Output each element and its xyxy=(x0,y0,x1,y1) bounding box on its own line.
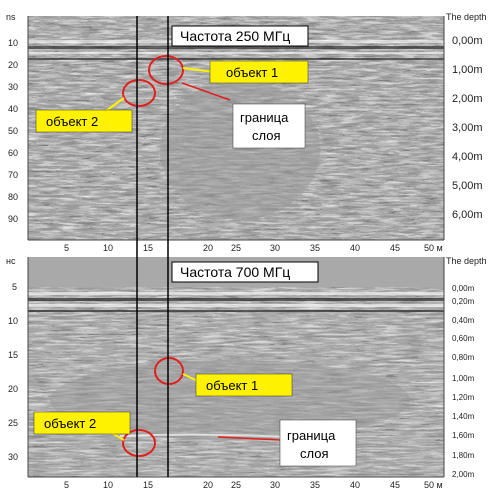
bottom-x-tick: 35 xyxy=(310,480,320,490)
top-object2-marker xyxy=(122,79,156,107)
bottom-frequency-label: Частота 700 МГц xyxy=(180,264,290,280)
bottom-layer-label-line1: граница xyxy=(287,428,336,443)
bottom-depth-tick: 0,60m xyxy=(452,334,475,343)
bottom-depth-tick: 1,80m xyxy=(452,451,475,460)
top-time-tick: 90 xyxy=(8,214,18,224)
top-depth-tick: 1,00m xyxy=(452,64,483,76)
top-depth-tick: 6,00m xyxy=(452,209,483,221)
bottom-object1-label: объект 1 xyxy=(206,378,258,393)
bottom-depth-tick: 2,00m xyxy=(452,470,475,479)
top-layer-label-box xyxy=(232,103,306,149)
top-object2-label: объект 2 xyxy=(46,114,98,129)
top-object1-label: объект 1 xyxy=(226,65,278,80)
bottom-object2-label: объект 2 xyxy=(44,416,96,431)
bottom-depth-tick: 1,00m xyxy=(452,374,475,383)
bottom-time-tick: 5 xyxy=(12,282,17,292)
top-time-tick: 60 xyxy=(8,148,18,158)
top-x-tick: 45 xyxy=(390,243,400,253)
top-time-tick: 30 xyxy=(8,82,18,92)
bottom-depth-tick: 0,40m xyxy=(452,316,475,325)
bottom-layer-label-box xyxy=(279,419,357,467)
top-x-tick: 5 xyxy=(64,243,69,253)
bottom-object2-marker xyxy=(122,429,156,457)
bottom-frequency-box xyxy=(171,261,319,283)
top-depth-tick: 2,00m xyxy=(452,93,483,105)
bottom-x-tick: 10 xyxy=(103,480,113,490)
top-radargram-panel: ns 10 20 30 40 50 60 70 80 90 The depth … xyxy=(6,12,487,253)
top-object2-label-box xyxy=(35,109,133,133)
bottom-x-tick: 15 xyxy=(143,480,153,490)
bottom-time-tick: 15 xyxy=(8,350,18,360)
top-depth-tick: 0,00m xyxy=(452,35,483,47)
top-layer-label-line1: граница xyxy=(240,110,289,125)
bottom-object2-label-box xyxy=(33,411,131,435)
top-object1-marker xyxy=(148,55,184,85)
top-x-tick: 25 xyxy=(231,243,241,253)
top-time-tick: 10 xyxy=(8,38,18,48)
bottom-time-tick: 20 xyxy=(8,384,18,394)
top-x-tick: 40 xyxy=(350,243,360,253)
bottom-x-end: 50 м xyxy=(424,480,443,490)
top-x-end: 50 м xyxy=(424,243,443,253)
bottom-depth-tick: 0,00m xyxy=(452,284,475,293)
bottom-x-tick: 40 xyxy=(350,480,360,490)
top-depth-header: The depth xyxy=(446,12,487,22)
top-depth-tick: 4,00m xyxy=(452,151,483,163)
bottom-depth-header: The depth xyxy=(446,256,487,266)
bottom-depth-tick: 1,20m xyxy=(452,393,475,402)
top-time-tick: 20 xyxy=(8,60,18,70)
bottom-depth-tick: 1,40m xyxy=(452,412,475,421)
bottom-x-tick: 20 xyxy=(203,480,213,490)
bottom-depth-tick: 0,20m xyxy=(452,297,475,306)
top-frequency-label: Частота 250 МГц xyxy=(180,28,290,44)
bottom-time-tick: 30 xyxy=(8,452,18,462)
bottom-depth-tick: 0,80m xyxy=(452,353,475,362)
top-x-tick: 15 xyxy=(143,243,153,253)
bottom-x-tick: 45 xyxy=(390,480,400,490)
bottom-x-tick: 30 xyxy=(270,480,280,490)
top-depth-tick: 5,00m xyxy=(452,180,483,192)
top-time-tick: 40 xyxy=(8,104,18,114)
bottom-x-tick: 25 xyxy=(231,480,241,490)
bottom-depth-tick: 1,60m xyxy=(452,431,475,440)
bottom-layer-label-line2: слоя xyxy=(300,446,329,461)
bottom-object1-label-box xyxy=(195,373,293,397)
top-object1-label-box xyxy=(209,60,309,84)
top-depth-tick: 3,00m xyxy=(452,122,483,134)
top-time-tick: 80 xyxy=(8,192,18,202)
top-frequency-box xyxy=(171,25,309,47)
bottom-time-tick: 10 xyxy=(8,316,18,326)
bottom-object1-marker xyxy=(154,357,184,385)
bottom-time-tick: 25 xyxy=(8,418,18,428)
top-unit-label: ns xyxy=(6,12,16,22)
top-x-tick: 35 xyxy=(310,243,320,253)
top-x-tick: 20 xyxy=(203,243,213,253)
bottom-x-tick: 5 xyxy=(64,480,69,490)
top-layer-label-line2: слоя xyxy=(252,128,281,143)
top-time-tick: 70 xyxy=(8,170,18,180)
top-x-tick: 30 xyxy=(270,243,280,253)
top-x-tick: 10 xyxy=(103,243,113,253)
bottom-radargram-panel: нс 5 10 15 20 25 30 The depth 0,00m 0,20… xyxy=(6,256,487,490)
bottom-unit-label: нс xyxy=(6,256,16,266)
top-time-tick: 50 xyxy=(8,126,18,136)
